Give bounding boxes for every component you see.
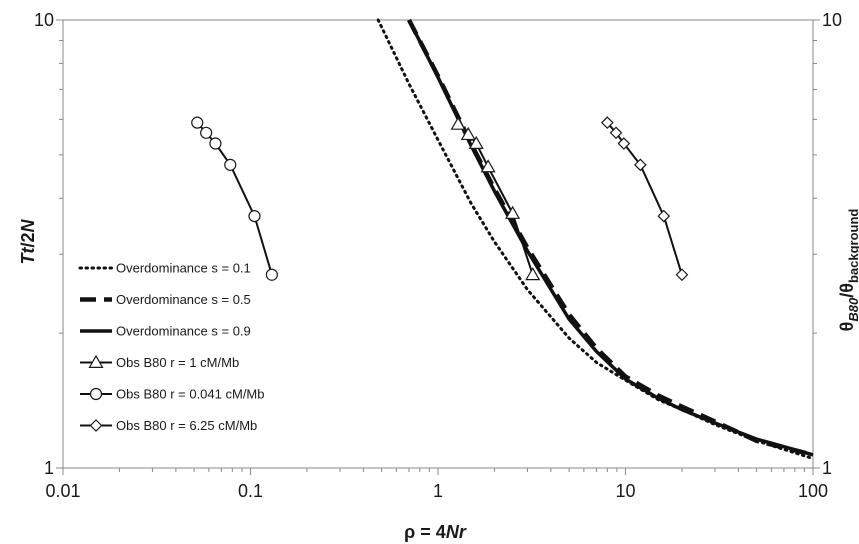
data-point-circle — [200, 126, 213, 139]
data-point-circle — [224, 158, 237, 171]
y-axis-title-right: θB80/θbackground — [837, 209, 859, 332]
tick-labels: 0.01 0.1 1 10 100 1 10 1 10 — [34, 10, 842, 501]
legend-label-1: Overdominance s = 0.1 — [116, 261, 251, 276]
x-axis-title: ρ = 4Nr — [404, 522, 467, 542]
legend-marker-triangle — [88, 354, 104, 368]
series-line-3 — [407, 19, 814, 457]
data-point-triangle — [505, 205, 521, 219]
series-line-5 — [196, 122, 273, 275]
series-lines — [196, 18, 815, 460]
data-point-circle — [265, 268, 278, 281]
x-tick-label: 100 — [798, 481, 828, 501]
data-point-diamond — [675, 268, 689, 282]
data-point-diamond — [657, 209, 671, 223]
data-point-triangle — [525, 267, 541, 281]
x-tick-label: 0.01 — [45, 481, 80, 501]
legend-label-2: Overdominance s = 0.5 — [116, 292, 251, 307]
data-point-triangle — [468, 135, 484, 149]
legend-label-3: Overdominance s = 0.9 — [116, 324, 251, 339]
data-point-diamond — [600, 116, 614, 130]
legend-label-5: Obs B80 r = 0.041 cM/Mb — [116, 387, 264, 402]
data-point-circle — [191, 116, 204, 129]
legend: Overdominance s = 0.1 Overdominance s = 0… — [78, 261, 264, 433]
series-line-4 — [457, 123, 534, 276]
series-line-6 — [606, 122, 683, 275]
data-point-circle — [209, 137, 222, 150]
data-markers — [191, 116, 689, 282]
data-point-diamond — [609, 126, 623, 140]
y-axis-title-left: Tt/2N — [18, 218, 38, 264]
legend-label-6: Obs B80 r = 6.25 cM/Mb — [116, 418, 257, 433]
y-tick-label-right: 10 — [822, 10, 842, 30]
y-tick-label-left: 10 — [34, 10, 54, 30]
data-point-triangle — [460, 126, 476, 141]
data-point-triangle — [480, 159, 496, 173]
series-line-2 — [407, 18, 814, 457]
series-line-1 — [376, 18, 815, 460]
data-point-diamond — [617, 137, 631, 150]
x-tick-label: 10 — [615, 481, 635, 501]
x-tick-label: 1 — [433, 481, 443, 501]
data-point-triangle — [450, 116, 466, 130]
legend-marker-circle — [89, 387, 103, 401]
axis-ticks — [56, 19, 820, 475]
legend-label-4: Obs B80 r = 1 cM/Mb — [116, 355, 239, 370]
legend-marker-diamond — [89, 419, 103, 432]
y-tick-label-right: 1 — [822, 458, 832, 478]
y-tick-label-left: 1 — [44, 458, 54, 478]
data-point-diamond — [633, 158, 647, 172]
data-point-circle — [248, 209, 261, 223]
x-tick-label: 0.1 — [238, 481, 263, 501]
